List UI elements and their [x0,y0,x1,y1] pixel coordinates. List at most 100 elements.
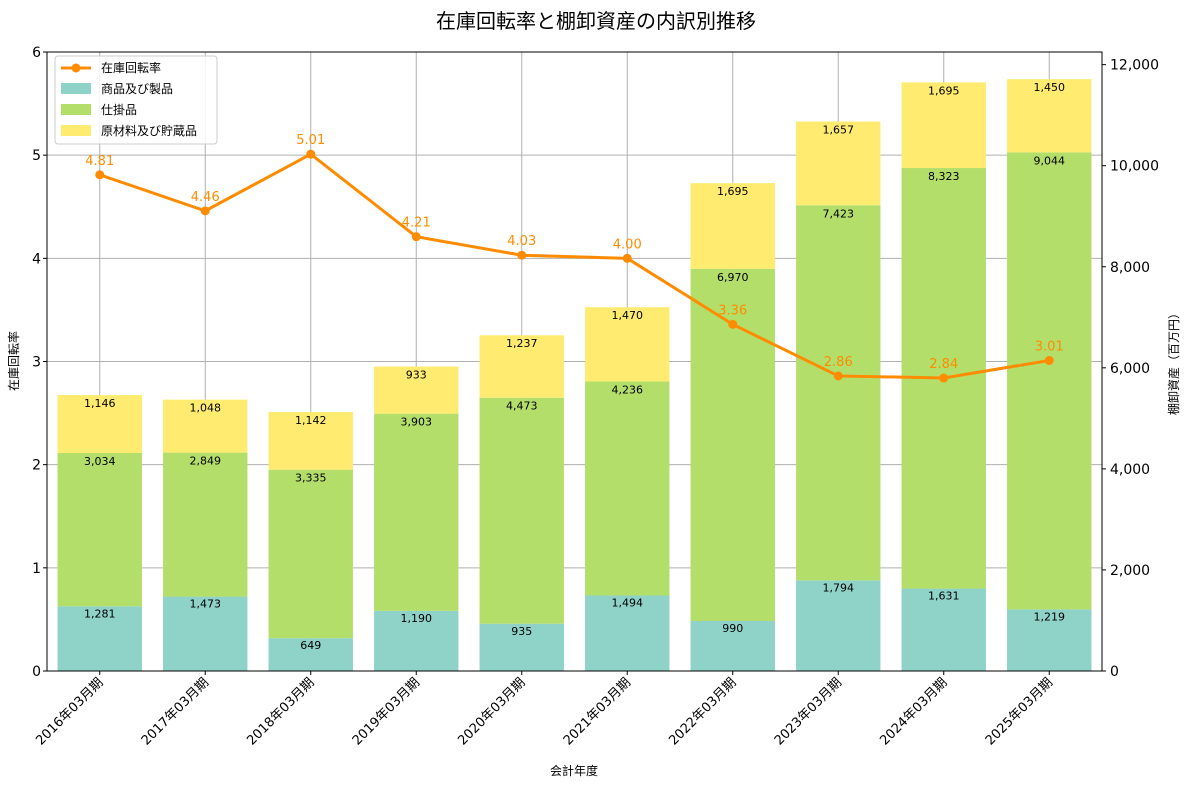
turnover-line-path [99,152,1050,380]
legend-entry-label: 商品及び製品 [101,81,173,96]
turnover-point [1044,355,1054,365]
bar-segment-label: 1,450 [1034,81,1066,94]
bar-segment [1007,609,1092,671]
y-right-tick-label: 0 [1110,664,1119,680]
bar-segment-label: 649 [300,639,321,652]
bar-segment-label: 6,970 [717,271,749,284]
turnover-value-label: 2.86 [824,355,853,370]
bar-segment [901,588,986,671]
bar-segment [585,595,670,671]
bar-segment [479,335,564,398]
turnover-value-label: 2.84 [929,357,958,372]
bar-segment-label: 8,323 [928,170,960,183]
bar-segment-label: 990 [722,622,743,635]
bar-segment-label: 1,695 [717,185,749,198]
bar-segment-label: 1,494 [612,597,644,610]
bar-segment-label: 1,219 [1034,610,1066,623]
turnover-point [95,170,105,180]
bar-segment-label: 935 [511,625,532,638]
y-right-tick-label: 8,000 [1110,260,1150,276]
bar-segment [268,411,353,470]
bar-segment-label: 1,190 [401,612,433,625]
x-tick-label: 2022年03月期 [666,675,739,748]
bar-segment-label: 1,470 [612,309,644,322]
bar-segment-label: 1,142 [295,414,327,427]
bar-segment-label: 1,237 [506,337,538,350]
bar-segment [796,205,881,581]
bar-segment-label: 1,657 [823,124,855,137]
legend-entry-label: 仕掛品 [101,102,137,117]
bar-segment-label: 7,423 [823,207,855,220]
bar-segment [163,452,248,597]
y-right-tick-label: 4,000 [1110,462,1150,478]
bar-segment-label: 1,281 [84,607,116,620]
bar-segment-label: 1,048 [190,402,222,415]
bar-segment-label: 2,849 [190,455,222,468]
y-right-tick-label: 2,000 [1110,563,1150,579]
bar-segment [374,413,459,611]
y-left-tick-label: 0 [32,664,41,680]
bar-segment-label: 4,236 [612,383,644,396]
y-axis-right-label: 棚卸資産（百万円） [1166,307,1181,415]
y-right-tick-label: 12,000 [1110,58,1159,74]
bar-segment-label: 1,146 [84,397,116,410]
y-right-tick-label: 10,000 [1110,159,1159,175]
bar-segment-label: 933 [406,369,427,382]
y-left-tick-label: 6 [32,45,41,61]
x-tick-label: 2017年03月期 [139,675,212,748]
x-tick-label: 2019年03月期 [350,675,423,748]
bar-segment-label: 4,473 [506,400,538,413]
bar-segment [268,469,353,639]
bar-segment-label: 3,034 [84,455,116,468]
y-left-tick-label: 2 [32,458,41,474]
bar-segment [796,580,881,671]
bar-segment-label: 1,473 [190,598,222,611]
legend-swatch [61,125,91,136]
bar-segment [374,610,459,671]
bar-segment [479,397,564,624]
bars [57,79,1092,671]
bar-segment [374,366,459,414]
turnover-value-label: 4.00 [613,237,642,252]
x-tick-label: 2025年03月期 [983,675,1056,748]
turnover-point [200,206,210,216]
y-axis-left-label: 在庫回転率 [6,331,21,391]
x-tick-label: 2024年03月期 [877,675,950,748]
bar-segment [479,623,564,671]
bar-segment [163,399,248,453]
turnover-value-label: 5.01 [296,133,325,148]
turnover-point [728,319,738,329]
y-left-tick-label: 5 [32,148,41,164]
turnover-point [622,253,632,263]
bar-segment [901,82,986,169]
legend-swatch [61,83,91,94]
bar-segment [57,395,142,453]
bar-segment-label: 3,335 [295,472,327,485]
bar-value-labels: 1,281 1,473 649 1,190 935 1,494 990 1,794 1,631 1… [84,81,1065,652]
turnover-value-label: 4.03 [507,234,536,249]
bar-segment [690,183,775,269]
x-tick-label: 2016年03月期 [33,675,106,748]
bar-segment [690,620,775,671]
turnover-value-label: 4.81 [85,154,114,169]
turnover-point [833,371,843,381]
plot-frame [46,51,1103,672]
bar-segment-label: 1,794 [823,581,855,594]
x-axis-label: 会計年度 [550,763,598,778]
turnover-value-label: 4.21 [402,216,431,231]
turnover-point [939,373,949,383]
legend-entry-label: 在庫回転率 [101,60,161,75]
legend-box [54,55,218,145]
bar-segment [57,452,142,607]
turnover-point [306,149,316,159]
legend-swatch [61,104,91,115]
legend-entry-label: 原材料及び貯蔵品 [101,124,197,138]
turnover-point [411,232,421,242]
bar-segment-label: 1,631 [928,590,960,603]
x-tick-label: 2023年03月期 [772,675,845,748]
x-tick-label: 2021年03月期 [561,675,634,748]
y-right-tick-label: 6,000 [1110,361,1150,377]
legend-line-marker [71,63,81,73]
